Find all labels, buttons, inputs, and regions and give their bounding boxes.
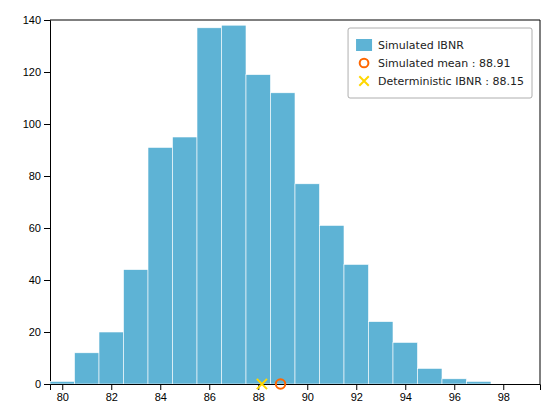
legend-box — [348, 28, 532, 98]
x-tick-label: 82 — [106, 391, 118, 403]
histogram-bar — [320, 225, 345, 384]
y-tick: 0 — [35, 378, 50, 390]
x-tick-mark — [62, 384, 63, 390]
histogram-bar — [99, 332, 124, 384]
markers — [257, 379, 285, 389]
y-tick-mark — [44, 332, 50, 333]
histogram-bar — [418, 368, 443, 384]
x-axis-line — [51, 385, 541, 391]
y-axis-line — [44, 21, 51, 385]
y-tick-mark — [44, 124, 50, 125]
x-tick-label: 84 — [155, 391, 167, 403]
histogram-bar — [124, 270, 149, 384]
y-axis: 0 20 40 60 80 100 120 140 — [23, 14, 51, 390]
legend-item: Deterministic IBNR : 88.15 — [359, 75, 524, 88]
y-tick-label: 20 — [29, 326, 41, 338]
histogram-bar — [197, 28, 222, 384]
x-tick: 92 — [351, 384, 363, 403]
histogram-bar — [271, 93, 296, 384]
y-tick-mark — [44, 280, 50, 281]
x-tick-mark — [503, 384, 504, 390]
chart: 80 82 84 86 88 90 92 94 96 98 0 20 40 60 80 100 120 140 Si… — [0, 0, 560, 420]
x-tick: 98 — [498, 384, 510, 403]
y-tick: 40 — [29, 274, 50, 286]
y-tick: 120 — [23, 66, 50, 78]
y-tick-mark — [44, 20, 50, 21]
histogram-bar — [344, 264, 369, 384]
x-tick-label: 98 — [498, 391, 510, 403]
frame-top — [50, 20, 540, 21]
x-tick-label: 88 — [253, 391, 265, 403]
histogram-bar — [393, 342, 418, 384]
histogram-bar — [50, 381, 75, 384]
y-tick-label: 40 — [29, 274, 41, 286]
y-tick: 80 — [29, 170, 50, 182]
legend-swatch — [360, 59, 369, 68]
y-tick-mark — [44, 72, 50, 73]
x-tick: 90 — [302, 384, 314, 403]
legend: Simulated IBNR Simulated mean : 88.91 Dete… — [348, 28, 532, 98]
x-tick-mark — [111, 384, 112, 390]
y-tick-label: 60 — [29, 222, 41, 234]
histogram-bar — [369, 322, 394, 384]
plot: 80 82 84 86 88 90 92 94 96 98 0 20 40 60 80 100 120 140 Si… — [23, 14, 541, 403]
histogram-bar — [442, 379, 467, 384]
histogram-bar — [222, 25, 247, 384]
y-tick-label: 80 — [29, 170, 41, 182]
legend-item: Simulated IBNR — [356, 39, 464, 52]
x-tick: 86 — [204, 384, 216, 403]
marker-x — [257, 379, 267, 389]
histogram-bar — [467, 381, 492, 384]
legend-label: Simulated mean : 88.91 — [378, 57, 510, 70]
x-tick-label: 90 — [302, 391, 314, 403]
legend-label: Deterministic IBNR : 88.15 — [378, 75, 524, 88]
x-tick-mark — [160, 384, 161, 390]
y-tick: 100 — [23, 118, 50, 130]
y-tick-label: 0 — [35, 378, 41, 390]
legend-swatch — [359, 76, 368, 85]
x-tick-label: 96 — [449, 391, 461, 403]
x-tick-mark — [307, 384, 308, 390]
x-tick-mark — [356, 384, 357, 390]
x-tick-mark — [454, 384, 455, 390]
y-tick-mark — [44, 176, 50, 177]
x-tick: 82 — [106, 384, 118, 403]
y-tick-label: 120 — [23, 66, 41, 78]
x-tick-label: 80 — [57, 391, 69, 403]
frame-right — [540, 20, 541, 384]
y-tick: 20 — [29, 326, 50, 338]
x-tick: 94 — [400, 384, 412, 403]
y-tick: 60 — [29, 222, 50, 234]
histogram-bar — [75, 353, 100, 384]
legend-swatch — [356, 39, 372, 51]
y-tick-label: 140 — [23, 14, 41, 26]
marker-circle — [276, 379, 285, 388]
histogram-bar — [173, 137, 198, 384]
x-axis: 80 82 84 86 88 90 92 94 96 98 — [51, 384, 541, 403]
x-tick: 84 — [155, 384, 167, 403]
x-tick: 96 — [449, 384, 461, 403]
y-tick-mark — [44, 384, 50, 385]
legend-label: Simulated IBNR — [378, 39, 464, 52]
x-tick-label: 94 — [400, 391, 412, 403]
x-tick-mark — [405, 384, 406, 390]
histogram-bar — [246, 75, 271, 384]
histogram-bar — [148, 147, 173, 384]
x-tick-label: 86 — [204, 391, 216, 403]
y-tick: 140 — [23, 14, 50, 26]
x-tick-label: 92 — [351, 391, 363, 403]
y-tick-label: 100 — [23, 118, 41, 130]
legend-item: Simulated mean : 88.91 — [360, 57, 511, 70]
y-tick-mark — [44, 228, 50, 229]
x-tick-mark — [209, 384, 210, 390]
histogram-bar — [295, 184, 320, 384]
x-tick: 80 — [57, 384, 69, 403]
